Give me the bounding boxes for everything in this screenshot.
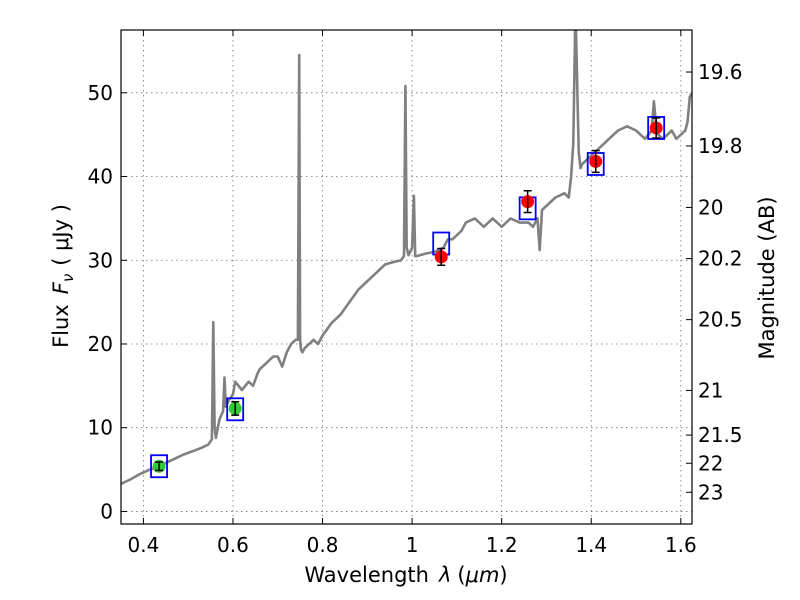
x-tick-label: 0.8 bbox=[307, 533, 339, 557]
x-tick-label: 1 bbox=[406, 533, 419, 557]
observed-points-layer bbox=[152, 117, 663, 473]
y-axis-label-symbol: F bbox=[49, 281, 73, 294]
y2-tick-label: 19.6 bbox=[698, 60, 743, 84]
x-tick-label: 0.4 bbox=[127, 533, 159, 557]
x-axis-label-close-paren: ) bbox=[499, 563, 507, 587]
y2-tick-label: 21 bbox=[698, 378, 723, 402]
x-tick-label: 1.4 bbox=[575, 533, 607, 557]
y-axis-label-subscript: ν bbox=[59, 274, 77, 282]
plot-frame bbox=[120, 29, 693, 525]
x-axis-label-unit: μm bbox=[465, 563, 500, 587]
y-tick-label: 10 bbox=[88, 416, 113, 440]
y-axis-label: Flux Fν ( μJy ) bbox=[49, 204, 77, 348]
y-axis-label-unit: ( μJy ) bbox=[49, 204, 73, 266]
y2-axis-label: Magnitude (AB) bbox=[755, 196, 779, 359]
x-axis-label-symbol: λ bbox=[438, 563, 451, 587]
x-axis-label-prefix: Wavelength bbox=[304, 563, 429, 587]
model-point-square bbox=[226, 397, 245, 422]
y2-tick-label: 20 bbox=[698, 195, 723, 219]
model-point-square bbox=[150, 454, 168, 479]
model-point-square bbox=[647, 116, 666, 140]
y2-tick-label: 20.5 bbox=[698, 308, 743, 332]
x-axis: 0.4 0.6 0.8 1 1.2 1.4 1.6 bbox=[127, 30, 697, 557]
y-tick-label: 30 bbox=[88, 248, 113, 272]
x-axis-label-open-paren: ( bbox=[457, 563, 465, 587]
y-axis-right: 19.6 19.8 20 20.2 20.5 21 21.5 22 23 bbox=[686, 60, 743, 504]
y2-tick-label: 20.2 bbox=[698, 247, 743, 271]
x-axis-label: Wavelength λ (μm) bbox=[304, 563, 507, 587]
y2-tick-label: 19.8 bbox=[698, 134, 743, 158]
y-tick-label: 50 bbox=[88, 81, 113, 105]
x-tick-label: 0.6 bbox=[217, 533, 249, 557]
y-tick-label: 0 bbox=[100, 499, 113, 523]
y-tick-label: 20 bbox=[88, 332, 113, 356]
model-points-layer bbox=[150, 116, 666, 479]
y-axis-label-prefix: Flux bbox=[49, 304, 73, 348]
y-tick-label: 40 bbox=[88, 165, 113, 189]
y2-tick-label: 22 bbox=[698, 451, 723, 475]
spectrum-line bbox=[121, 30, 692, 485]
y2-tick-label: 23 bbox=[698, 480, 723, 504]
y-axis-left: 0 10 20 30 40 50 bbox=[88, 81, 127, 523]
y2-tick-label: 21.5 bbox=[698, 423, 743, 447]
spectrum-layer bbox=[121, 30, 692, 485]
x-tick-label: 1.2 bbox=[486, 533, 518, 557]
x-tick-label: 1.6 bbox=[665, 533, 697, 557]
